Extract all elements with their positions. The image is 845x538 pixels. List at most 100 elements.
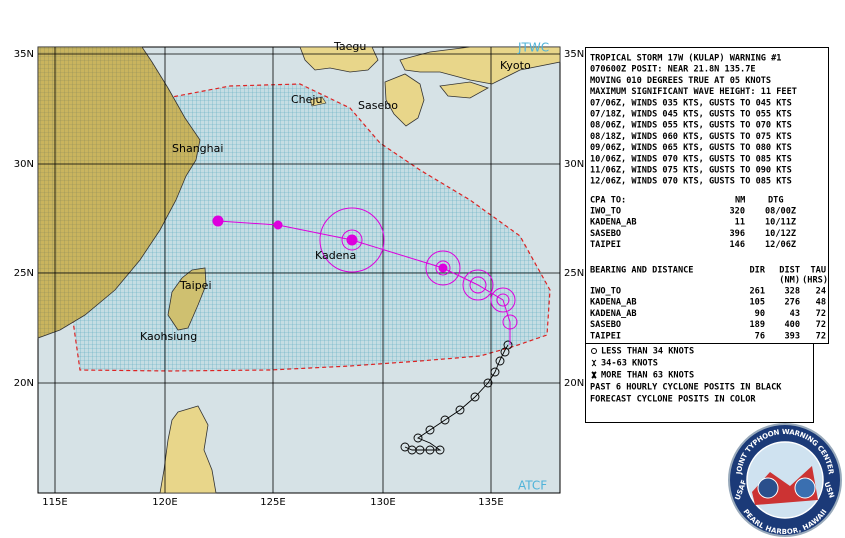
bearing-subheader: (HRS) xyxy=(802,276,828,286)
source-label: ATCF xyxy=(518,479,547,493)
bearing-cell: 24 xyxy=(816,287,826,297)
cpa-header: CPA TO: xyxy=(590,196,626,206)
warning-line: 10/06Z, WINDS 070 KTS, GUSTS TO 085 KTS xyxy=(590,154,792,164)
bearing-cell: 276 xyxy=(784,298,800,308)
warning-line: TROPICAL STORM 17W (KULAP) WARNING #1 xyxy=(590,54,781,64)
lat-label: 30N xyxy=(564,159,584,170)
cpa-header: DTG xyxy=(768,196,784,206)
warning-line: 07/18Z, WINDS 045 KTS, GUSTS TO 055 KTS xyxy=(590,110,792,120)
cpa-cell: SASEBO xyxy=(590,229,621,239)
place-label: Taegu xyxy=(333,40,366,53)
lon-label: 120E xyxy=(152,497,177,508)
luzon xyxy=(159,405,217,494)
place-label: Taipei xyxy=(179,279,212,292)
place-label: Sasebo xyxy=(358,99,398,112)
bearing-cell: 72 xyxy=(816,331,826,341)
info-panel xyxy=(585,47,829,344)
logo: JOINT TYPHOON WARNING CENTER PEARL HARBO… xyxy=(728,423,842,537)
bearing-header: TAU xyxy=(810,266,826,276)
cpa-cell: 10/11Z xyxy=(765,218,796,228)
legend-symbols xyxy=(591,348,597,379)
bearing-cell: KADENA_AB xyxy=(590,309,637,319)
lat-label: 25N xyxy=(14,268,34,279)
bearing-cell: 105 xyxy=(749,298,765,308)
cpa-cell: 08/00Z xyxy=(765,207,796,217)
cpa-header: NM xyxy=(735,196,745,206)
warning-line: 12/06Z, WINDS 070 KTS, GUSTS TO 085 KTS xyxy=(590,177,792,187)
panel-text: TROPICAL STORM 17W (KULAP) WARNING #1070… xyxy=(590,54,828,405)
legend-line: PAST 6 HOURLY CYCLONE POSITS IN BLACK xyxy=(590,383,782,393)
cpa-cell: KADENA_AB xyxy=(590,218,637,228)
warning-line: 070600Z POSIT: NEAR 21.8N 135.7E xyxy=(590,65,756,75)
lat-label: 35N xyxy=(564,49,584,60)
bearing-cell: SASEBO xyxy=(590,320,621,330)
warning-line: MAXIMUM SIGNIFICANT WAVE HEIGHT: 11 FEET xyxy=(590,87,797,97)
bearing-subheader: (NM) xyxy=(779,276,800,286)
legend-panel xyxy=(585,343,814,423)
bearing-cell: KADENA_AB xyxy=(590,298,637,308)
bearing-cell: IWO_TO xyxy=(590,287,621,297)
cheju xyxy=(309,96,327,107)
warning-line: 07/06Z, WINDS 035 KTS, GUSTS TO 045 KTS xyxy=(590,98,792,108)
shikoku xyxy=(439,81,489,99)
forecast-track xyxy=(212,207,518,345)
bearing-cell: 400 xyxy=(784,320,800,330)
lat-label: 20N xyxy=(564,378,584,389)
honshu xyxy=(399,46,561,85)
cpa-cell: TAIPEI xyxy=(590,240,621,250)
lon-label: 130E xyxy=(370,497,395,508)
bearing-cell: 90 xyxy=(755,309,765,319)
bearing-cell: 72 xyxy=(816,309,826,319)
lat-label: 30N xyxy=(14,159,34,170)
graticule xyxy=(38,47,560,493)
bearing-header: DIST xyxy=(779,266,800,276)
bearing-cell: 261 xyxy=(749,287,765,297)
warning-line: 11/06Z, WINDS 075 KTS, GUSTS TO 090 KTS xyxy=(590,166,792,176)
bearing-cell: 393 xyxy=(784,331,800,341)
cpa-cell: 10/12Z xyxy=(765,229,796,239)
cpa-cell: 12/06Z xyxy=(765,240,796,250)
bearing-header: BEARING AND DISTANCE xyxy=(590,266,693,276)
warning-line: 09/06Z, WINDS 065 KTS, GUSTS TO 080 KTS xyxy=(590,143,792,153)
bearing-cell: 48 xyxy=(816,298,826,308)
cpa-cell: 396 xyxy=(729,229,745,239)
place-label: Cheju xyxy=(291,93,322,106)
lat-label: 20N xyxy=(14,378,34,389)
lat-label: 25N xyxy=(564,268,584,279)
legend-line: MORE THAN 63 KNOTS xyxy=(601,371,694,381)
bearing-cell: 328 xyxy=(784,287,800,297)
lon-label: 125E xyxy=(260,497,285,508)
bearing-cell: 189 xyxy=(749,320,765,330)
cpa-cell: IWO_TO xyxy=(590,207,621,217)
china xyxy=(37,46,201,339)
axis-labels: 35N 30N 25N 20N 35N 30N 25N 20N 115E 120… xyxy=(14,49,584,508)
map: Taegu JTWC Kyoto Cheju Sasebo Shanghai K… xyxy=(37,40,561,494)
bearing-header: DIR xyxy=(749,266,765,276)
place-label: Kadena xyxy=(315,249,356,262)
warning-line: 08/18Z, WINDS 060 KTS, GUSTS TO 075 KTS xyxy=(590,132,792,142)
legend-line: 34-63 KNOTS xyxy=(601,359,658,369)
bearing-cell: 43 xyxy=(790,309,800,319)
lon-label: 115E xyxy=(42,497,67,508)
place-label: Kyoto xyxy=(500,59,531,72)
warning-line: 08/06Z, WINDS 055 KTS, GUSTS TO 070 KTS xyxy=(590,121,792,131)
korea xyxy=(299,46,379,73)
cpa-cell: 146 xyxy=(729,240,745,250)
legend-line: FORECAST CYCLONE POSITS IN COLOR xyxy=(590,395,756,405)
taiwan xyxy=(167,267,207,331)
warning-line: MOVING 010 DEGREES TRUE AT 05 KNOTS xyxy=(590,76,771,86)
place-label: Kaohsiung xyxy=(140,330,197,343)
place-label: Shanghai xyxy=(172,142,223,155)
bearing-cell: 72 xyxy=(816,320,826,330)
legend-line: LESS THAN 34 KNOTS xyxy=(601,347,694,357)
kyushu xyxy=(384,73,425,127)
past-track xyxy=(400,340,513,455)
bearing-cell: TAIPEI xyxy=(590,331,621,341)
lat-label: 35N xyxy=(14,49,34,60)
bearing-cell: 76 xyxy=(755,331,765,341)
cpa-cell: 11 xyxy=(735,218,745,228)
cpa-cell: 320 xyxy=(729,207,745,217)
lon-label: 135E xyxy=(478,497,503,508)
